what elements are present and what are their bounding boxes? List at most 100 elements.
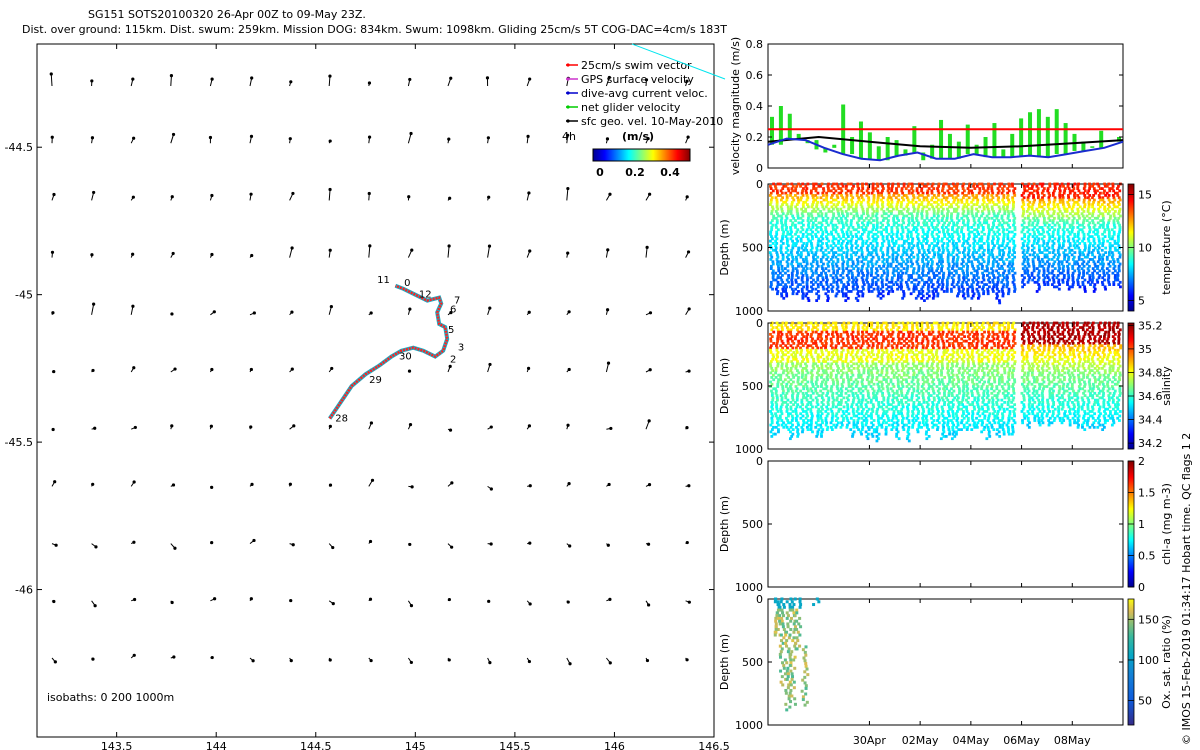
- profile-sample: [1036, 274, 1040, 277]
- profile-sample: [1022, 260, 1026, 264]
- profile-sample: [809, 400, 813, 404]
- profile-sample: [882, 228, 886, 232]
- profile-sample: [906, 235, 910, 238]
- profile-sample: [819, 244, 823, 248]
- profile-sample: [844, 357, 848, 361]
- profile-sample: [851, 432, 855, 436]
- profile-sample: [936, 212, 940, 216]
- profile-sample: [1005, 228, 1009, 232]
- profile-sample: [923, 232, 926, 236]
- profile-sample: [952, 246, 956, 250]
- profile-sample: [857, 196, 860, 200]
- profile-sample: [804, 342, 807, 345]
- profile-sample: [861, 326, 865, 329]
- profile-sample: [978, 285, 981, 289]
- profile-sample: [1116, 276, 1119, 280]
- profile-sample: [872, 223, 875, 227]
- profile-sample: [826, 373, 830, 377]
- profile-sample: [902, 248, 905, 252]
- profile-sample: [819, 221, 823, 225]
- profile-sample: [955, 207, 959, 211]
- profile-sample: [825, 385, 829, 388]
- profile-sample: [946, 189, 950, 193]
- profile-sample: [864, 385, 868, 388]
- profile-sample: [824, 212, 828, 216]
- profile-sample: [786, 346, 789, 350]
- profile-sample: [867, 414, 870, 418]
- profile-sample: [1006, 194, 1010, 197]
- profile-sample: [914, 230, 918, 234]
- profile-sample: [811, 237, 814, 241]
- profile-sample: [810, 242, 813, 245]
- profile-sample: [769, 348, 772, 352]
- profile-sample: [987, 230, 991, 234]
- profile-sample: [831, 412, 835, 416]
- profile-sample: [840, 351, 844, 354]
- profile-sample: [1042, 267, 1046, 270]
- profile-sample: [780, 339, 784, 343]
- profile-sample: [1037, 246, 1041, 250]
- profile-sample: [862, 280, 865, 284]
- profile-sample: [946, 214, 949, 218]
- profile-sample: [937, 253, 940, 257]
- profile-sample: [895, 255, 899, 259]
- profile-sample: [1055, 276, 1059, 280]
- profile-sample: [1051, 232, 1055, 236]
- profile-sample: [834, 223, 838, 227]
- profile-sample: [845, 267, 849, 270]
- current-arrow-head: [646, 542, 651, 546]
- profile-sample: [940, 219, 944, 222]
- profile-sample: [854, 296, 858, 300]
- profile-sample: [941, 216, 945, 220]
- section-profile-dots: [768, 182, 1122, 305]
- profile-sample: [908, 255, 911, 259]
- profile-sample: [872, 287, 876, 291]
- profile-sample: [955, 264, 959, 268]
- profile-sample: [829, 230, 833, 234]
- profile-sample: [1095, 228, 1099, 232]
- profile-sample: [1071, 189, 1075, 193]
- profile-sample: [821, 276, 825, 280]
- profile-sample: [1078, 271, 1081, 275]
- profile-sample: [776, 255, 780, 259]
- profile-sample: [775, 219, 779, 222]
- profile-sample: [954, 210, 958, 213]
- profile-sample: [1087, 251, 1091, 254]
- map-xtick-label: 146.5: [698, 740, 730, 750]
- profile-sample: [1026, 246, 1030, 250]
- profile-sample: [846, 228, 850, 232]
- profile-sample: [1035, 267, 1039, 270]
- profile-sample: [837, 342, 841, 345]
- profile-sample: [772, 182, 775, 186]
- profile-sample: [962, 205, 966, 209]
- profile-sample: [776, 283, 780, 286]
- profile-sample: [779, 205, 783, 209]
- profile-sample: [1001, 242, 1005, 245]
- profile-sample: [860, 260, 864, 264]
- profile-sample: [774, 387, 777, 391]
- profile-sample: [1036, 191, 1040, 195]
- profile-sample: [885, 237, 889, 241]
- profile-sample: [787, 330, 791, 334]
- profile-sample: [891, 255, 895, 259]
- profile-sample: [997, 196, 1000, 200]
- profile-sample: [771, 274, 775, 277]
- profile-sample: [816, 283, 820, 286]
- profile-sample: [1010, 264, 1014, 268]
- profile-sample: [900, 235, 904, 238]
- profile-sample: [856, 292, 860, 296]
- current-arrow-head: [92, 302, 96, 306]
- profile-sample: [781, 385, 785, 388]
- profile-sample: [1036, 228, 1039, 232]
- profile-sample: [875, 223, 879, 227]
- profile-sample: [970, 262, 974, 266]
- profile-sample: [812, 182, 815, 186]
- profile-sample: [1067, 187, 1071, 190]
- profile-sample: [1112, 267, 1116, 270]
- profile-sample: [1051, 230, 1055, 234]
- profile-sample: [902, 207, 906, 211]
- profile-sample: [832, 251, 835, 254]
- profile-sample: [791, 373, 795, 377]
- profile-sample: [877, 432, 881, 436]
- profile-sample: [874, 357, 878, 361]
